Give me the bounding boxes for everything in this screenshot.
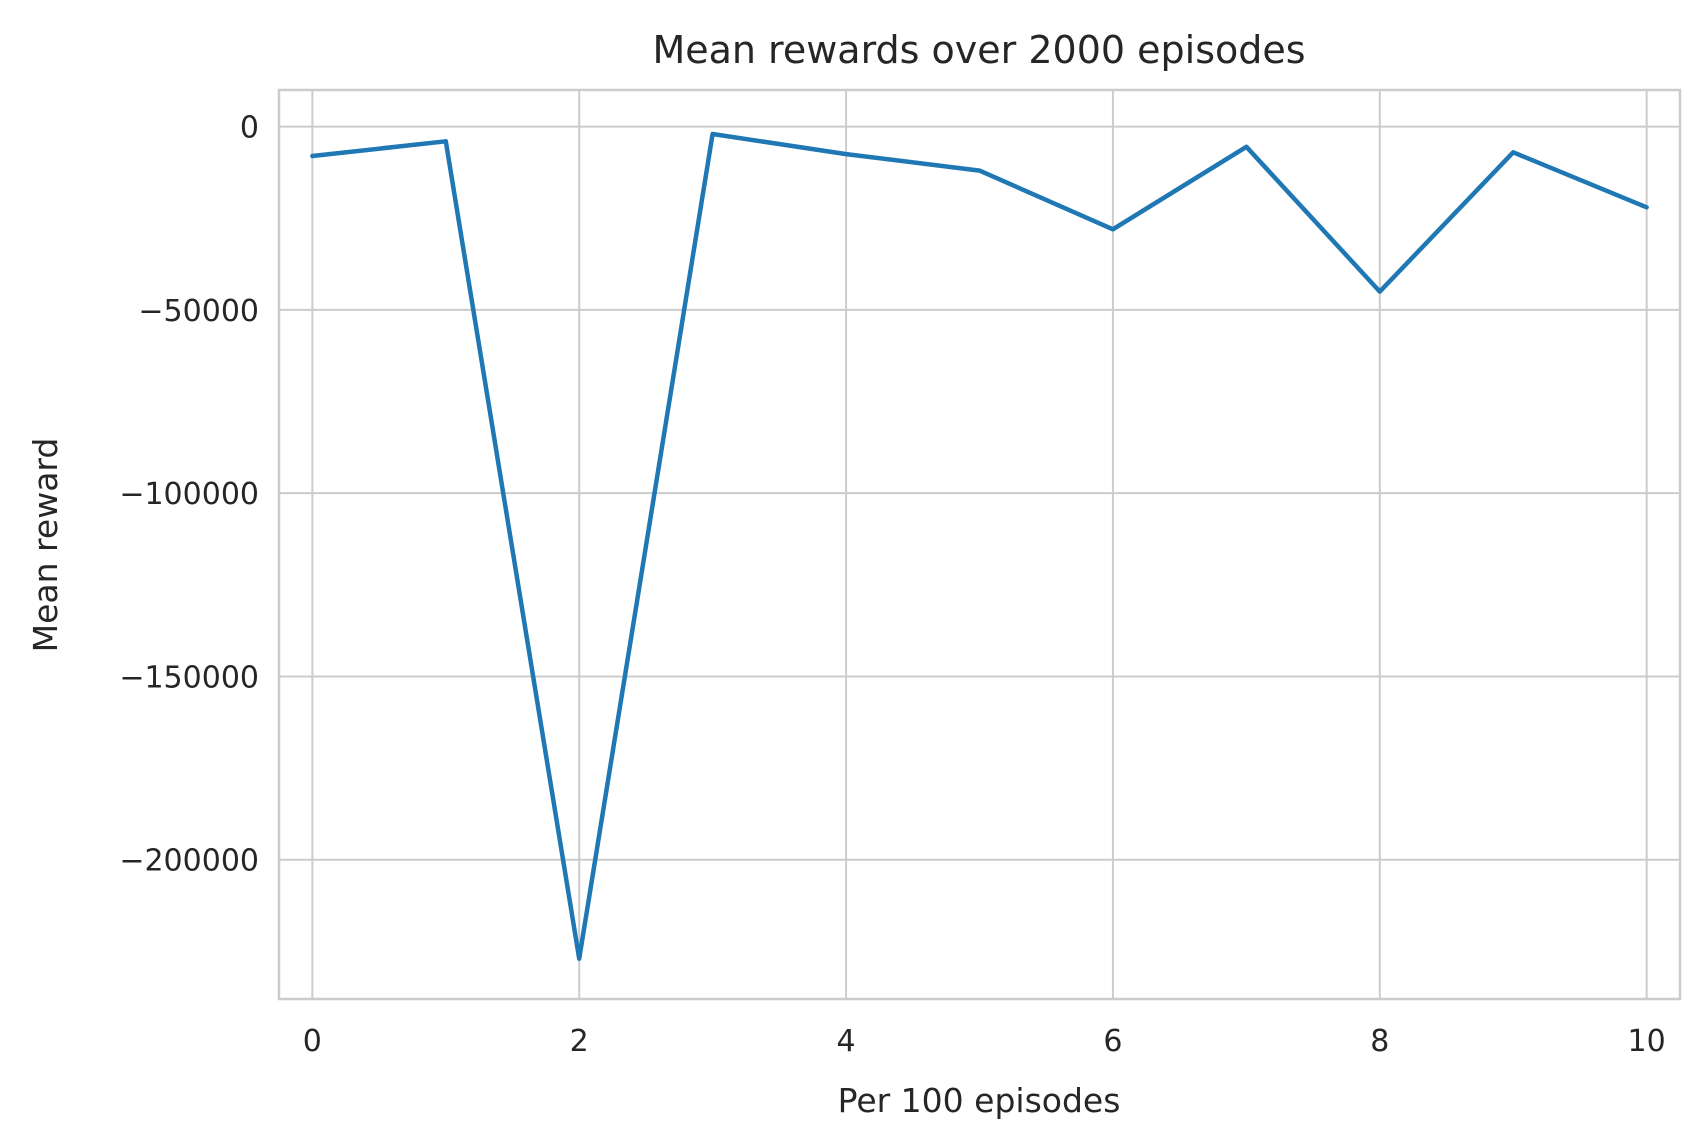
x-tick-label: 6 — [1103, 1024, 1122, 1059]
y-tick-label: −150000 — [119, 660, 259, 695]
y-tick-labels: 0 −50000 −100000 −150000 −200000 — [119, 111, 259, 879]
plot-frame — [277, 88, 1682, 1001]
x-tick-label: 0 — [303, 1024, 322, 1059]
y-tick-label: −50000 — [138, 294, 259, 329]
chart-title: Mean rewards over 2000 episodes — [652, 28, 1305, 72]
x-axis-label: Per 100 episodes — [838, 1081, 1121, 1120]
x-tick-label: 10 — [1628, 1024, 1666, 1059]
y-tick-label: 0 — [240, 111, 259, 146]
y-axis-label: Mean reward — [26, 438, 65, 653]
x-tick-label: 8 — [1370, 1024, 1389, 1059]
x-tick-label: 2 — [570, 1024, 589, 1059]
series-layer — [310, 131, 1649, 961]
y-tick-label: −100000 — [119, 477, 259, 512]
y-tick-label: −200000 — [119, 844, 259, 879]
x-tick-label: 4 — [837, 1024, 856, 1059]
x-tick-labels: 0 2 4 6 8 10 — [303, 1024, 1666, 1059]
series-line — [310, 131, 1649, 961]
grid-lines — [279, 90, 1680, 999]
